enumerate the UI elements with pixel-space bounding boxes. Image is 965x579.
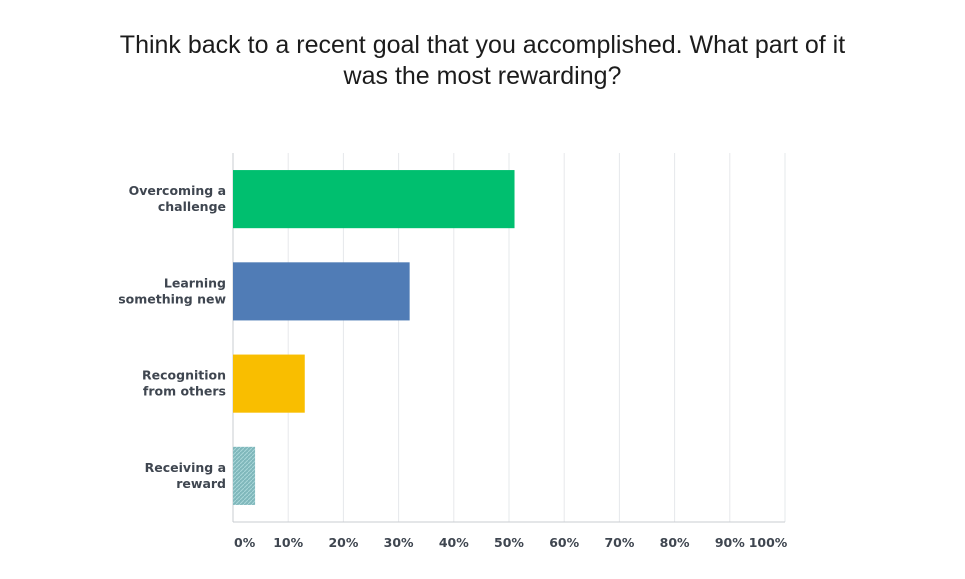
x-tick-label: 30% — [384, 535, 414, 550]
x-tick-label: 50% — [494, 535, 524, 550]
x-tick-label: 20% — [328, 535, 358, 550]
category-label: Recognition — [142, 368, 226, 383]
x-axis: 0% 10% 20% 30% 40% 50% 60% 70% 80% 90% 100% — [233, 521, 788, 550]
category-label: reward — [176, 476, 226, 491]
category-label: from others — [143, 384, 226, 399]
x-tick-label: 60% — [549, 535, 579, 550]
bar — [233, 262, 410, 321]
x-tick-label: 80% — [660, 535, 690, 550]
category-label: challenge — [158, 199, 226, 214]
x-tick-label: 90% — [715, 535, 745, 550]
bar — [233, 170, 515, 229]
category-label: Receiving a — [145, 460, 226, 475]
category-label: Learning — [164, 275, 226, 290]
category-label: something new — [118, 291, 226, 306]
x-tick-label: 100% — [749, 535, 788, 550]
chart-title-line-2: was the most rewarding? — [343, 62, 622, 90]
x-tick-label: 0% — [234, 535, 256, 550]
x-tick-label: 40% — [439, 535, 469, 550]
x-tick-label: 70% — [604, 535, 634, 550]
chart-title-line-1: Think back to a recent goal that you acc… — [119, 31, 846, 59]
bar — [233, 354, 305, 413]
x-tick-label: 10% — [273, 535, 303, 550]
bar — [233, 446, 256, 505]
chart-title: Think back to a recent goal that you acc… — [0, 30, 965, 92]
category-label: Overcoming a — [129, 183, 226, 198]
bars — [233, 170, 515, 505]
